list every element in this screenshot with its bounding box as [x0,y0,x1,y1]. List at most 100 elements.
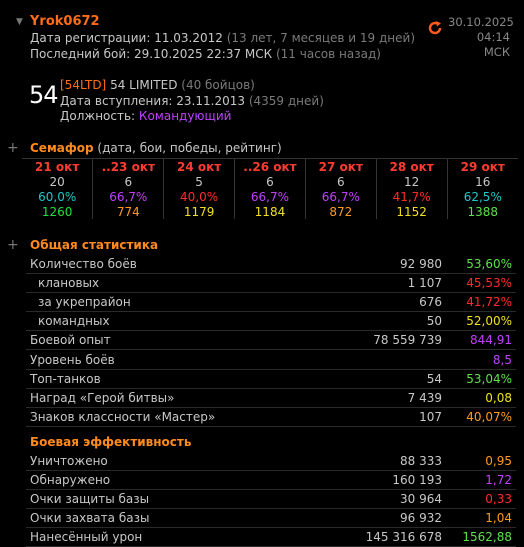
stat-value: 50 [328,311,448,332]
efficiency-title: Боевая эффективность [30,435,192,449]
semafor-rating: 1388 [446,204,518,219]
stat-label: Боевой опыт [26,330,329,351]
semafor-wins: 41,7% [375,189,448,204]
stat-label: Знаков классности «Мастер» [26,407,329,427]
semafor-rating: 1260 [41,204,73,219]
registration-ago: (13 лет, 7 месяцев и 19 дней) [226,31,416,45]
semafor-header: Семафор (дата, бои, победы, рейтинг) [30,141,282,155]
stat-value: 145 316 678 [279,527,448,547]
stat-percent: 53,04% [448,369,516,389]
stat-value: 92 980 [328,255,448,275]
stat-value [328,349,448,370]
stat-percent: 53,60% [448,255,516,275]
semafor-rating: 1152 [375,204,448,219]
stat-label: Уничтожено [26,452,280,472]
stat-label: Очки захвата базы [26,508,280,529]
table-row: Уровень боёв 8,5 [26,349,516,370]
semafor-battles: 6 [92,174,164,189]
stat-value: 96 932 [279,508,448,529]
stat-label: Количество боёв [26,255,329,275]
table-row: Топ-танков 54 53,04% [26,369,516,389]
stat-percent: 1,72 [448,470,516,491]
table-row: командных 50 52,00% [26,311,516,332]
general-stats-title: Общая статистика [30,238,159,252]
stat-label: командных [26,311,329,332]
table-row: Очки захвата базы 96 932 1,04 [26,508,516,529]
stat-label: клановых [26,273,329,294]
stat-label: за укрепрайон [26,292,329,313]
collapse-triangle-icon[interactable]: ▼ [16,17,23,27]
table-row: Количество боёв 92 980 53,60% [26,255,516,275]
stat-percent: 0,08 [448,388,516,408]
semafor-rating: 1184 [234,204,306,219]
semafor-battles: 20 [49,174,65,189]
semafor-date: ..23 окт [92,158,164,174]
clan-name[interactable]: 54 LIMITED [110,78,178,92]
stat-percent: 45,53% [448,273,516,294]
table-row: Боевой опыт 78 559 739 844,91 [26,330,516,351]
stat-value: 30 964 [279,489,448,510]
stat-value: 88 333 [279,452,448,472]
stat-percent: 1,04 [448,508,516,529]
table-row: Очки защиты базы 30 964 0,33 [26,489,516,510]
semafor-table: 21 окт ..23 окт 24 окт ..26 окт 27 окт 28 окт… [22,158,518,219]
semafor-battles: 5 [163,174,235,189]
stat-value: 676 [328,292,448,313]
semafor-title: Семафор [30,141,94,155]
clan-emblem[interactable]: 54 [29,81,59,109]
semafor-date: ..26 окт [234,158,306,174]
clan-members: (40 бойцов) [181,78,255,92]
role-label: Должность: [60,109,136,123]
table-row: клановых 1 107 45,53% [26,273,516,294]
join-label: Дата вступления: [60,93,173,108]
semafor-battles: 12 [375,174,448,189]
table-row: Наград «Герой битвы» 7 439 0,08 [26,388,516,408]
semafor-wins: 66,7% [92,189,164,204]
last-battle-label: Последний бой: [30,47,131,61]
last-battle-line: Последний бой: 29.10.2025 22:37 МСК (11 … [30,46,381,62]
stat-percent: 41,72% [448,292,516,313]
registration-line: Дата регистрации: 11.03.2012 (13 лет, 7 … [30,30,415,46]
clan-info: [54LTD] 54 LIMITED (40 бойцов) Дата всту… [60,78,324,125]
semafor-wins: 62,5% [446,189,518,204]
semafor-wins: 66,7% [234,189,306,204]
semafor-date: 24 окт [163,158,235,174]
stat-label: Топ-танков [26,369,329,389]
table-row: за укрепрайон 676 41,72% [26,292,516,313]
updated-timestamp: 30.10.2025 04:14 МСК [448,15,514,60]
semafor-battles: 6 [304,174,377,189]
semafor-rating: 774 [92,204,164,219]
stat-label: Уровень боёв [26,349,329,370]
clan-tag[interactable]: [54LTD] [60,78,107,92]
semafor-date: 29 окт [446,158,518,174]
table-row: Знаков классности «Мастер» 107 40,07% [26,407,516,427]
last-battle-date: 29.10.2025 22:37 МСК [133,47,273,61]
semafor-wins: 66,7% [304,189,377,204]
registration-date: 11.03.2012 [154,31,223,45]
stat-percent: 0,33 [448,489,516,510]
updated-time: 04:14 МСК [476,30,510,59]
player-name[interactable]: Yrok0672 [30,14,100,29]
join-date: 23.11.2013 [176,93,245,108]
semafor-rating: 1179 [163,204,235,219]
semafor-battles: 6 [234,174,306,189]
expand-plus-icon[interactable]: + [7,237,19,253]
stat-percent: 1562,88 [448,527,516,547]
stat-percent: 52,00% [448,311,516,332]
stat-label: Нанесённый урон [26,527,280,547]
table-row: Уничтожено 88 333 0,95 [26,452,516,472]
table-row: Нанесённый урон 145 316 678 1562,88 [26,527,516,547]
stat-percent: 40,07% [448,407,516,427]
expand-plus-icon[interactable]: + [7,140,19,156]
semafor-date: 27 окт [304,158,377,174]
stat-label: Обнаружено [26,470,280,491]
stat-value: 160 193 [279,470,448,491]
semafor-rating: 872 [304,204,377,219]
semafor-date: 28 окт [375,158,448,174]
stat-label: Очки защиты базы [26,489,280,510]
updated-date: 30.10.2025 [448,15,514,29]
stat-percent: 844,91 [448,330,516,351]
stat-label: Наград «Герой битвы» [26,388,329,408]
refresh-icon[interactable] [427,20,443,36]
stat-value: 107 [328,407,448,427]
